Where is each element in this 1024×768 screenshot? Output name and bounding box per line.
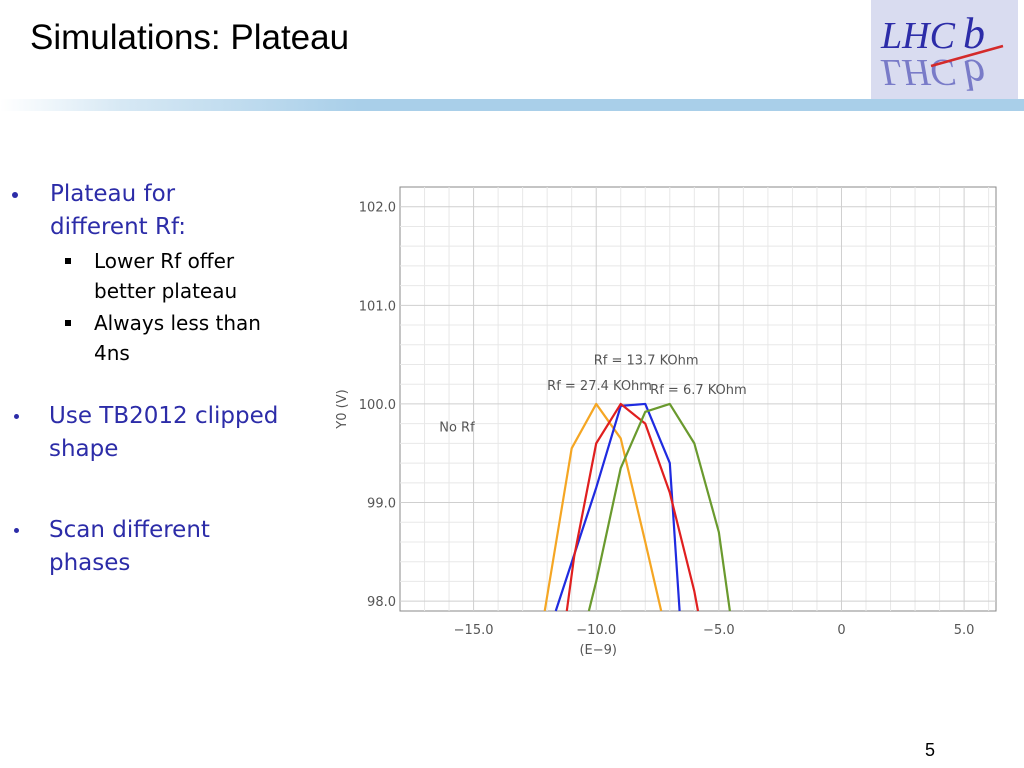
y-tick-label: 100.0 — [359, 398, 396, 413]
y-tick-label: 102.0 — [359, 201, 396, 216]
bullet-text: shape — [49, 436, 119, 462]
series-line — [554, 402, 681, 612]
x-tick-label: −5.0 — [703, 623, 735, 638]
sub-bullet-text: better plateau — [94, 279, 238, 303]
lhcb-logo: LHC b LHC b — [871, 0, 1018, 101]
bullet-text: Use TB2012 clipped — [49, 403, 279, 429]
x-tick-label: −10.0 — [576, 623, 616, 638]
sub-bullet-text: Lower Rf offer — [94, 249, 235, 273]
chart-annotation: No Rf — [439, 421, 475, 436]
svg-text:b: b — [963, 9, 985, 58]
header-divider — [0, 99, 1024, 111]
bullet-text: Scan different — [49, 517, 210, 543]
series-line — [565, 402, 700, 612]
bullet-text: different Rf: — [50, 214, 187, 240]
y-axis-label: Y0 (V) — [335, 389, 350, 429]
bullet-dot-icon — [14, 528, 19, 533]
sub-bullet-text: 4ns — [94, 341, 130, 365]
page-number: 5 — [925, 740, 936, 760]
svg-text:LHC: LHC — [880, 51, 956, 93]
x-tick-label: 5.0 — [954, 623, 975, 638]
plot-area — [399, 186, 997, 612]
slide-title: Simulations: Plateau — [30, 18, 350, 57]
chart-annotation: Rf = 13.7 KOhm — [594, 353, 699, 368]
bullet-text: phases — [49, 550, 131, 576]
lhcb-logo-mirror: LHC b — [880, 50, 985, 99]
svg-text:LHC: LHC — [880, 15, 956, 57]
x-axis-label: (E−9) — [579, 643, 617, 658]
x-tick-label: 0 — [837, 623, 845, 638]
bullet-dot-icon — [14, 414, 19, 419]
y-tick-label: 99.0 — [367, 497, 396, 512]
square-bullet-icon — [65, 258, 71, 264]
y-tick-label: 98.0 — [367, 595, 396, 610]
chart-annotation: Rf = 6.7 KOhm — [650, 383, 747, 398]
y-tick-label: 101.0 — [359, 299, 396, 314]
bullet-text: Plateau for — [50, 181, 176, 207]
sub-bullet-text: Always less than — [94, 311, 261, 335]
square-bullet-icon — [65, 320, 71, 326]
bullet-dot-icon — [12, 192, 18, 198]
series-line — [543, 402, 663, 612]
svg-text:b: b — [963, 50, 985, 99]
x-tick-label: −15.0 — [454, 623, 494, 638]
plateau-chart: −15.0 −10.0 −5.0 0 5.0 98.0 99.0 100.0 101.0 102.… — [335, 186, 997, 658]
series-line — [587, 402, 731, 612]
chart-annotation: Rf = 27.4 KOhm — [547, 379, 652, 394]
